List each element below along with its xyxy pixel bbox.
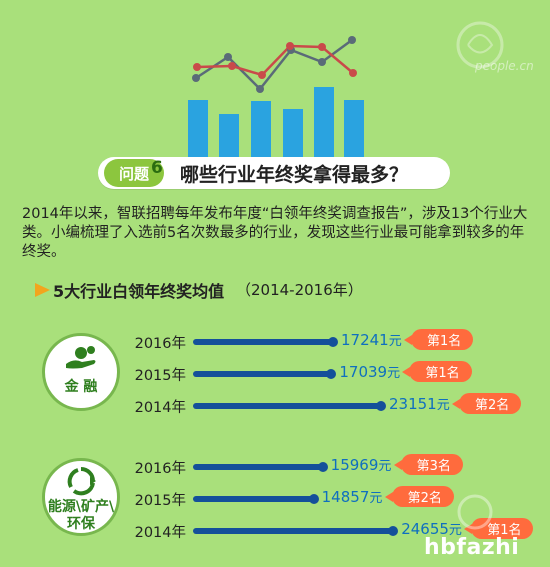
salary-value: 14857 xyxy=(321,488,370,506)
money-hand-icon xyxy=(66,346,96,369)
salary-bar-end-dot xyxy=(308,494,319,504)
industry-energy-label-line1: 能源\矿产\ xyxy=(47,499,115,515)
salary-value-label: 23151元 xyxy=(389,394,450,413)
salary-value-label: 15969元 xyxy=(331,455,392,474)
salary-unit: 元 xyxy=(448,523,462,538)
intro-paragraph: 2014年以来，智联招聘每年发布年度“白领年终奖调查报告”，涉及13个行业大类。… xyxy=(22,206,528,260)
year-label: 2014年 xyxy=(134,400,186,416)
deco-bar-1 xyxy=(188,100,208,158)
salary-bar xyxy=(193,528,394,534)
hbfazhi-watermark: hbfazhi xyxy=(424,535,520,560)
salary-value-label: 17039元 xyxy=(339,362,400,381)
salary-bar-end-dot xyxy=(388,526,399,536)
question-tag: 问题 xyxy=(104,159,164,187)
salary-bar-end-dot xyxy=(317,462,328,472)
salary-bar-end-dot xyxy=(328,337,338,347)
deco-bar-4 xyxy=(283,109,303,158)
salary-unit: 元 xyxy=(387,366,401,381)
salary-bar-end-dot xyxy=(375,401,386,411)
year-label: 2015年 xyxy=(134,493,186,509)
year-label: 2015年 xyxy=(134,368,186,384)
industry-finance-label: 金 融 xyxy=(64,379,98,395)
section-title: 5大行业白领年终奖均值 xyxy=(53,282,225,301)
industry-energy-label: 能源\矿产\ 环保 xyxy=(38,499,124,533)
header-decoration-chart: people.cn xyxy=(188,21,534,158)
salary-bar xyxy=(193,371,332,377)
rank-badge: 第2名 xyxy=(384,486,454,507)
salary-unit: 元 xyxy=(436,398,450,413)
finance-circle xyxy=(42,333,120,411)
deco-bar-6 xyxy=(344,100,364,158)
salary-unit: 元 xyxy=(388,334,402,349)
rank-badge: 第3名 xyxy=(393,454,463,475)
salary-value: 17241 xyxy=(341,331,389,349)
people-logo-watermark-bottom xyxy=(457,494,493,530)
year-label: 2016年 xyxy=(134,461,186,477)
salary-bar xyxy=(193,403,381,409)
deco-line-dark xyxy=(195,38,353,91)
salary-value-label: 17241元 xyxy=(341,330,402,349)
deco-bar-2 xyxy=(219,114,239,158)
salary-bar xyxy=(193,496,314,502)
salary-value-label: 24655元 xyxy=(401,519,462,538)
people-logo-watermark xyxy=(456,21,504,69)
salary-unit: 元 xyxy=(369,491,383,506)
section-arrow-icon xyxy=(35,283,50,297)
salary-value: 17039 xyxy=(339,363,388,381)
salary-value-label: 14857元 xyxy=(322,487,383,506)
salary-value: 24655 xyxy=(401,520,449,538)
salary-bar xyxy=(193,339,333,345)
question-title: 哪些行业年终奖拿得最多？ xyxy=(180,164,409,186)
year-label: 2014年 xyxy=(134,525,186,541)
question-number: 6 xyxy=(151,158,163,178)
salary-value: 15969 xyxy=(330,456,379,474)
rank-badge: 第1名 xyxy=(464,518,534,539)
salary-bar xyxy=(193,464,323,470)
salary-value: 23151 xyxy=(388,395,437,413)
rank-badge: 第1名 xyxy=(403,329,474,350)
deco-line-red xyxy=(196,44,354,77)
people-cn-watermark: people.cn xyxy=(474,59,534,73)
recycle-icon xyxy=(67,467,96,496)
deco-bar-3 xyxy=(251,101,271,158)
year-label: 2016年 xyxy=(134,336,186,352)
rank-badge: 第2名 xyxy=(451,393,522,414)
section-years: （2014-2016年） xyxy=(236,281,363,299)
deco-bar-5 xyxy=(314,87,334,158)
salary-bar-end-dot xyxy=(326,369,337,379)
industry-energy-label-line2: 环保 xyxy=(67,516,95,532)
rank-badge: 第1名 xyxy=(402,361,472,382)
salary-unit: 元 xyxy=(378,459,392,474)
